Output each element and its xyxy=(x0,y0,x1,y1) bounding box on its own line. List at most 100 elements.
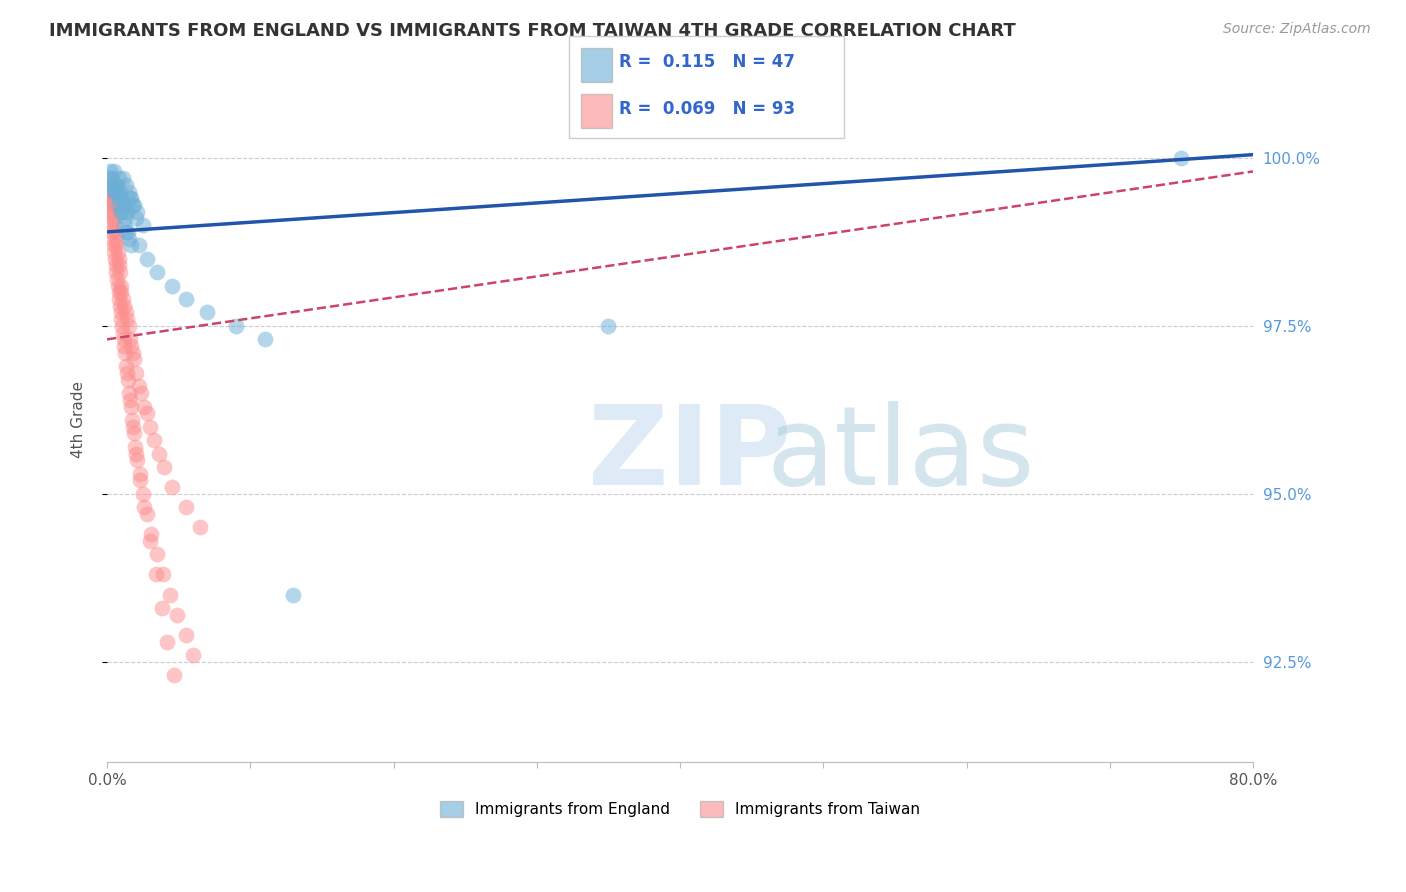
Point xyxy=(120,238,142,252)
Point xyxy=(110,278,132,293)
Text: R =  0.069   N = 93: R = 0.069 N = 93 xyxy=(619,100,794,118)
Point xyxy=(117,225,139,239)
Point xyxy=(115,366,138,380)
Point xyxy=(101,232,124,246)
Point xyxy=(104,225,127,239)
Point xyxy=(122,426,145,441)
Point xyxy=(117,373,139,387)
Point xyxy=(174,500,197,515)
Point xyxy=(128,379,150,393)
Point xyxy=(107,171,129,186)
Point xyxy=(104,185,127,199)
Point xyxy=(98,178,121,192)
Point xyxy=(152,567,174,582)
Point xyxy=(146,265,169,279)
Point xyxy=(132,218,155,232)
Point xyxy=(111,292,134,306)
Point xyxy=(107,252,129,266)
Point xyxy=(121,419,143,434)
Point xyxy=(108,299,131,313)
Point xyxy=(101,178,124,192)
Point xyxy=(115,312,138,326)
Point xyxy=(114,345,136,359)
Point xyxy=(139,533,162,548)
Point xyxy=(160,480,183,494)
Point xyxy=(104,252,127,266)
Point xyxy=(112,299,135,313)
Point xyxy=(110,204,132,219)
Point xyxy=(131,386,153,401)
Point xyxy=(107,278,129,293)
Point xyxy=(195,305,218,319)
Point xyxy=(118,332,141,346)
Text: R =  0.115   N = 47: R = 0.115 N = 47 xyxy=(619,54,794,71)
Point xyxy=(100,171,122,186)
Point xyxy=(111,171,134,186)
Point xyxy=(124,352,146,367)
Point xyxy=(174,628,197,642)
Point xyxy=(146,547,169,561)
Point xyxy=(163,668,186,682)
Point xyxy=(111,318,134,333)
Point xyxy=(103,198,125,212)
Point xyxy=(143,433,166,447)
Point xyxy=(104,259,127,273)
Point xyxy=(100,198,122,212)
Point xyxy=(166,607,188,622)
Point xyxy=(108,185,131,199)
Point xyxy=(108,259,131,273)
Point xyxy=(115,359,138,374)
Point xyxy=(283,588,305,602)
Point xyxy=(105,238,128,252)
Point xyxy=(110,312,132,326)
Point xyxy=(97,191,120,205)
Point xyxy=(97,185,120,199)
Point xyxy=(134,400,156,414)
Point xyxy=(136,507,159,521)
Point xyxy=(128,238,150,252)
Point xyxy=(100,218,122,232)
Point xyxy=(120,400,142,414)
Text: Source: ZipAtlas.com: Source: ZipAtlas.com xyxy=(1223,22,1371,37)
Point xyxy=(114,305,136,319)
Point xyxy=(136,252,159,266)
Point xyxy=(127,453,149,467)
Point xyxy=(125,366,148,380)
Point xyxy=(1170,151,1192,165)
Point xyxy=(111,326,134,340)
Point xyxy=(125,446,148,460)
Point xyxy=(121,345,143,359)
Point xyxy=(104,185,127,199)
Point xyxy=(101,191,124,205)
Point xyxy=(105,265,128,279)
Point xyxy=(103,238,125,252)
Point xyxy=(188,520,211,534)
Point xyxy=(117,185,139,199)
Point xyxy=(253,332,276,346)
Point xyxy=(112,218,135,232)
Point xyxy=(112,339,135,353)
Point xyxy=(127,204,149,219)
Point xyxy=(118,386,141,401)
Point xyxy=(148,446,170,460)
Text: ZIP: ZIP xyxy=(588,401,792,508)
Point xyxy=(160,278,183,293)
Point xyxy=(107,245,129,260)
Point xyxy=(139,419,162,434)
Point xyxy=(100,211,122,226)
Point xyxy=(117,318,139,333)
Point xyxy=(105,232,128,246)
Point xyxy=(118,191,141,205)
Point xyxy=(114,211,136,226)
Point xyxy=(98,198,121,212)
Point xyxy=(115,204,138,219)
Point xyxy=(121,198,143,212)
Point xyxy=(105,178,128,192)
Point xyxy=(108,265,131,279)
Point xyxy=(159,588,181,602)
Point xyxy=(112,332,135,346)
Text: IMMIGRANTS FROM ENGLAND VS IMMIGRANTS FROM TAIWAN 4TH GRADE CORRELATION CHART: IMMIGRANTS FROM ENGLAND VS IMMIGRANTS FR… xyxy=(49,22,1017,40)
Point xyxy=(129,467,152,481)
Point xyxy=(120,339,142,353)
Point xyxy=(98,204,121,219)
